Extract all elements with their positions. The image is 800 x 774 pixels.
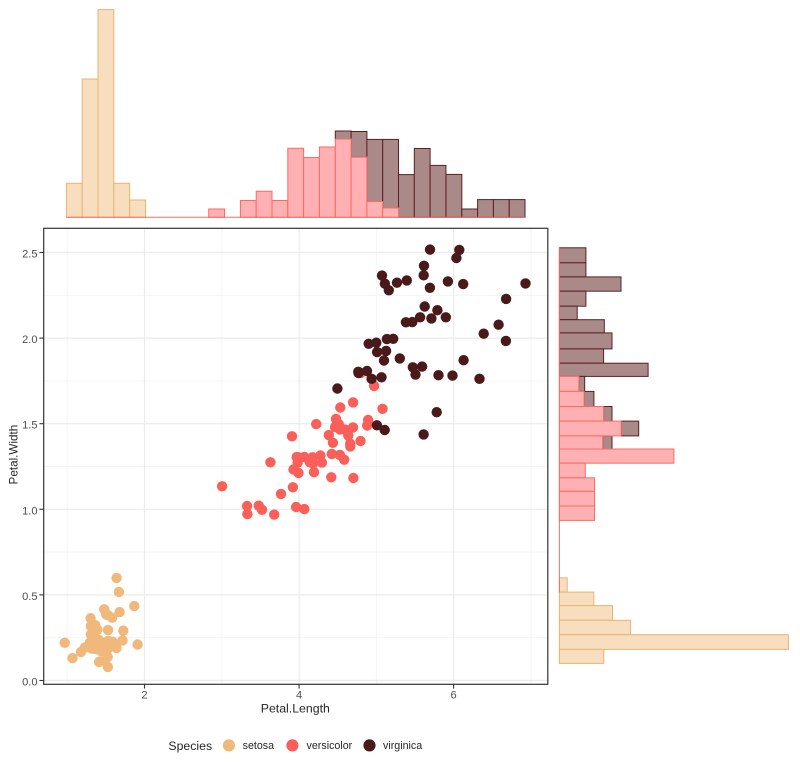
svg-text:2.0: 2.0 — [22, 334, 37, 346]
svg-text:4: 4 — [296, 690, 302, 702]
svg-text:0.0: 0.0 — [22, 677, 37, 689]
svg-text:6: 6 — [451, 690, 457, 702]
svg-text:versicolor: versicolor — [307, 740, 353, 752]
svg-text:setosa: setosa — [243, 740, 275, 752]
svg-text:1.0: 1.0 — [22, 505, 37, 517]
svg-text:virginica: virginica — [383, 740, 422, 752]
svg-text:2.5: 2.5 — [22, 249, 37, 261]
svg-text:Petal.Width: Petal.Width — [7, 425, 20, 485]
svg-text:Petal.Length: Petal.Length — [261, 702, 330, 716]
svg-text:0.5: 0.5 — [22, 591, 37, 603]
svg-text:2: 2 — [141, 690, 147, 702]
svg-text:1.5: 1.5 — [22, 420, 37, 432]
svg-text:Species: Species — [168, 739, 212, 753]
